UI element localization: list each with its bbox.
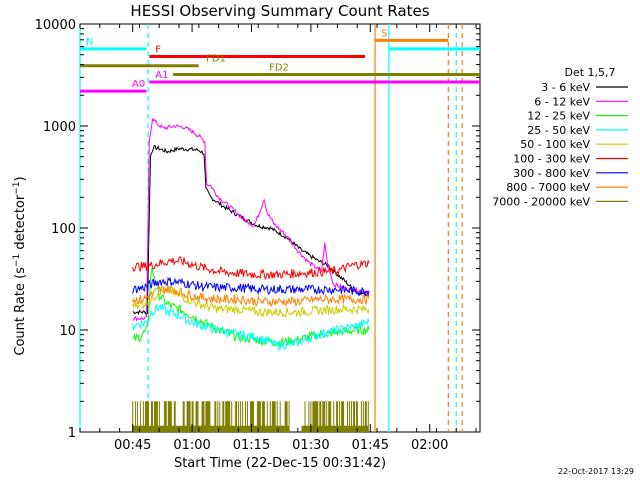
series-line [132,303,370,351]
legend-label: 25 - 50 keV [527,124,590,137]
x-tick-label: 01:30 [292,438,329,453]
y-tick-label: 1000 [43,120,76,135]
y-tick-label: 10000 [35,18,76,33]
legend-label: 12 - 25 keV [527,110,590,123]
status-bar-label: F [155,45,161,56]
series-line [132,117,370,322]
timestamp: 22-Oct-2017 13:29 [558,467,634,476]
x-tick-label: 00:45 [114,438,151,453]
status-bar-label: A0 [132,79,145,90]
y-tick-label: 10 [59,324,76,339]
legend-label: 50 - 100 keV [520,138,590,151]
y-axis-label: Count Rate (s−1 detector−1) [12,176,28,355]
legend-label: 300 - 800 keV [513,167,590,180]
legend-label: 6 - 12 keV [534,95,590,108]
series-line [132,276,370,297]
legend-title: Det 1,5,7 [564,66,615,79]
status-bar-label: S [381,28,387,39]
legend-label: 3 - 6 keV [541,81,590,94]
x-axis-label: Start Time (22-Dec-15 00:31:42) [174,456,386,471]
y-axis-label-part: Count Rate (s [13,267,28,356]
series-line [132,285,370,308]
x-tick-label: 01:45 [352,438,389,453]
series-line [132,401,369,432]
status-bar-label: N [86,37,93,48]
y-tick-label: 100 [51,222,76,237]
legend-label: 7000 - 20000 keV [492,195,590,208]
chart-title: HESSI Observing Summary Count Rates [130,2,429,20]
series-line [132,255,370,281]
x-tick-label: 02:00 [411,438,448,453]
status-bar-label: FD2 [269,62,289,73]
series-line [132,285,370,318]
x-tick-label: 01:00 [173,438,210,453]
x-tick-label: 01:15 [233,438,270,453]
legend-label: 800 - 7000 keV [506,181,590,194]
y-axis-label-sup: −1 [12,181,22,194]
y-axis-label-part: ) [13,176,28,181]
legend-label: 100 - 300 keV [513,153,590,166]
y-tick-label: 1 [68,426,76,441]
y-axis-label-sup: −1 [12,254,22,267]
y-axis-label-part: detector [13,194,28,254]
status-bar-label: A1 [155,70,168,81]
status-bar-label: FD1 [206,54,226,65]
